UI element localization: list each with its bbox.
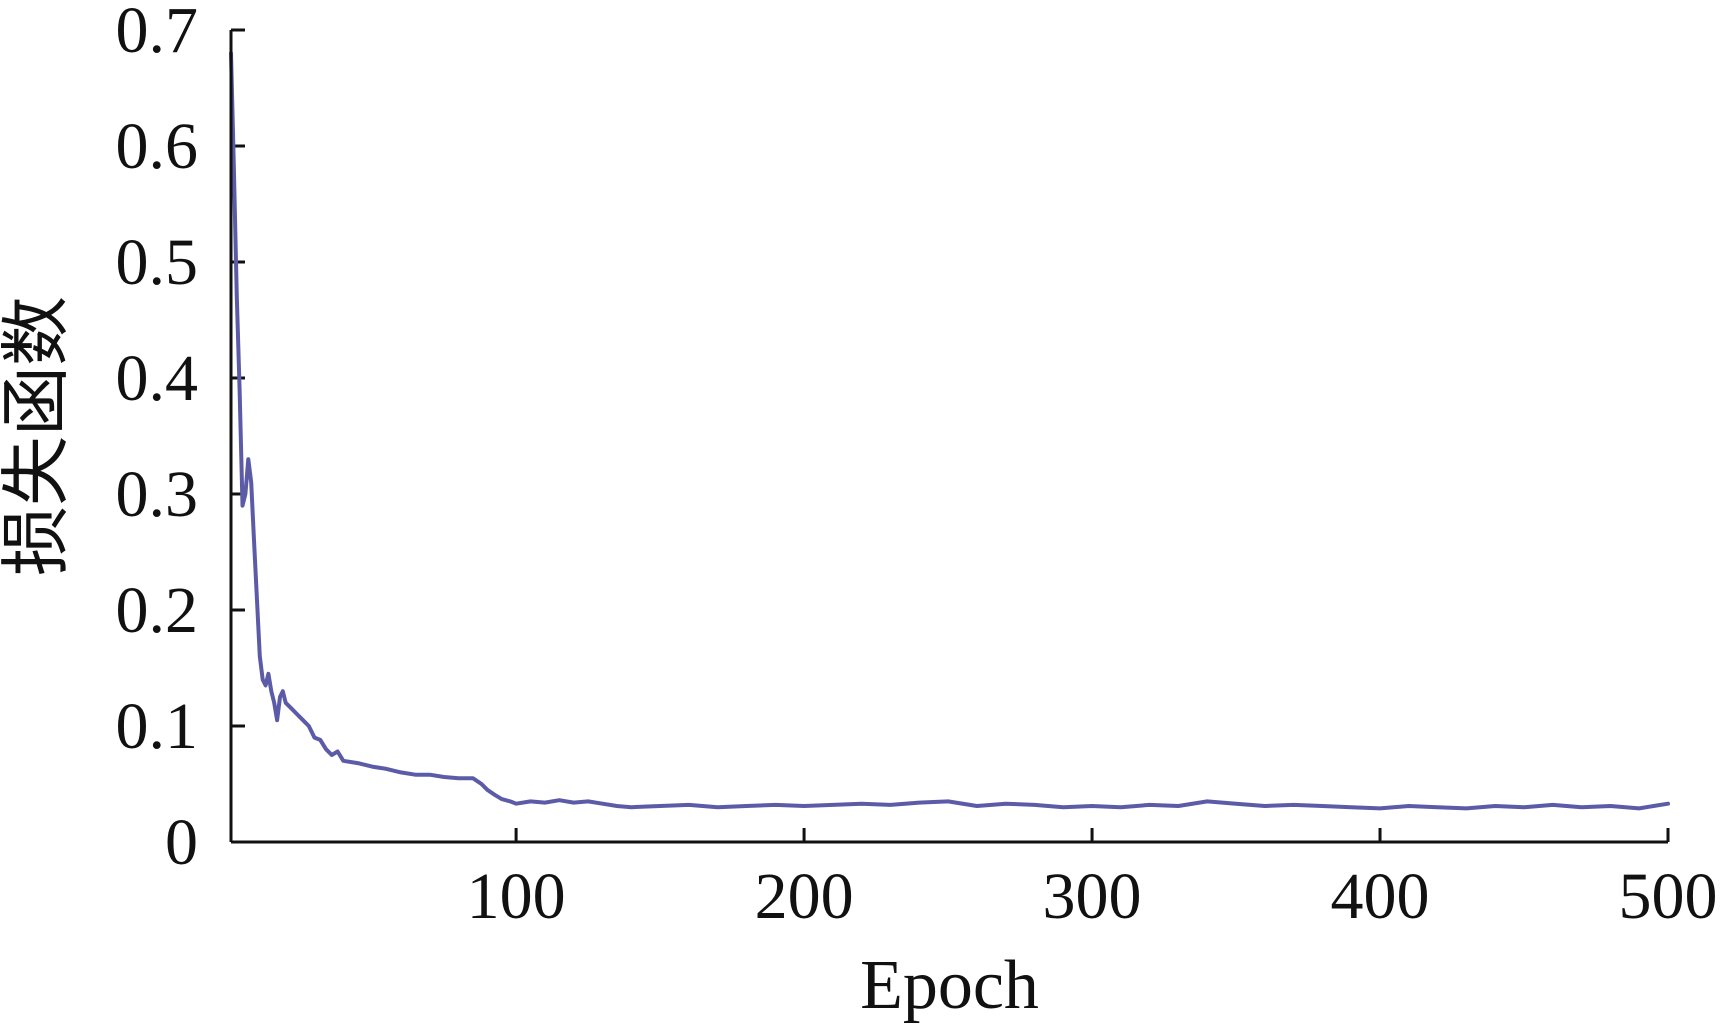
x-tick-label: 500 (1619, 860, 1718, 933)
y-axis-title: 损失函数 (0, 296, 76, 576)
y-tick-label: 0.7 (116, 0, 199, 67)
x-tick-label: 300 (1043, 860, 1142, 933)
y-tick-label: 0 (165, 806, 198, 879)
x-axis-ticks: 100 200 300 400 500 (467, 828, 1718, 933)
loss-series-line (229, 51, 1670, 811)
y-tick-label: 0.4 (116, 342, 199, 415)
y-tick-label: 0.6 (116, 110, 199, 183)
y-tick-label: 0.5 (116, 226, 199, 299)
x-tick-label: 400 (1331, 860, 1430, 933)
x-axis-title: Epoch (860, 947, 1039, 1024)
x-tick-label: 100 (467, 860, 566, 933)
y-axis-ticks: 0 0.1 0.2 0.3 0.4 0.5 0.6 0.7 (116, 0, 245, 879)
y-tick-label: 0.2 (116, 574, 199, 647)
y-tick-label: 0.1 (116, 690, 199, 763)
x-tick-label: 200 (755, 860, 854, 933)
y-tick-label: 0.3 (116, 458, 199, 531)
